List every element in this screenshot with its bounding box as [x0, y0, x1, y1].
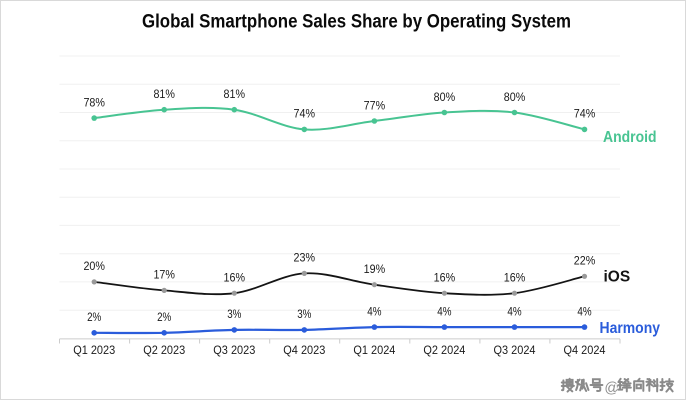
svg-text:81%: 81%: [224, 89, 246, 101]
svg-text:Q3 2024: Q3 2024: [494, 345, 537, 357]
svg-text:16%: 16%: [434, 273, 456, 285]
svg-text:Q3 2023: Q3 2023: [213, 345, 255, 357]
svg-text:Q4 2024: Q4 2024: [564, 345, 607, 357]
svg-text:Android: Android: [603, 129, 657, 146]
svg-text:Q2 2023: Q2 2023: [143, 345, 185, 357]
svg-text:17%: 17%: [153, 270, 175, 282]
svg-text:4%: 4%: [367, 306, 381, 318]
svg-text:80%: 80%: [504, 92, 526, 104]
svg-text:4%: 4%: [577, 306, 591, 318]
svg-text:Q4 2023: Q4 2023: [283, 345, 325, 357]
svg-text:19%: 19%: [364, 264, 386, 276]
svg-text:3%: 3%: [297, 309, 311, 321]
svg-text:78%: 78%: [83, 97, 105, 109]
svg-text:@: @: [604, 380, 619, 396]
svg-text:4%: 4%: [437, 306, 451, 318]
svg-text:74%: 74%: [294, 109, 316, 121]
svg-text:23%: 23%: [294, 253, 316, 265]
svg-text:77%: 77%: [364, 100, 386, 112]
svg-text:22%: 22%: [574, 256, 596, 268]
svg-text:@: @: [604, 380, 619, 396]
svg-text:Harmony: Harmony: [600, 320, 661, 337]
svg-text:iOS: iOS: [604, 269, 631, 286]
svg-text:3%: 3%: [227, 309, 241, 321]
svg-text:16%: 16%: [504, 273, 526, 285]
svg-text:2%: 2%: [87, 312, 101, 324]
svg-text:20%: 20%: [83, 261, 105, 273]
svg-text:4%: 4%: [507, 306, 521, 318]
svg-text:Global Smartphone Sales Share: Global Smartphone Sales Share by Operati…: [142, 11, 571, 33]
svg-text:80%: 80%: [434, 92, 456, 104]
svg-text:81%: 81%: [153, 89, 175, 101]
svg-text:2%: 2%: [157, 312, 171, 324]
svg-text:Q1 2023: Q1 2023: [73, 345, 115, 357]
svg-text:Q1 2024: Q1 2024: [353, 345, 396, 357]
svg-text:74%: 74%: [574, 109, 596, 121]
svg-text:Q2 2024: Q2 2024: [423, 345, 466, 357]
svg-text:16%: 16%: [224, 273, 246, 285]
